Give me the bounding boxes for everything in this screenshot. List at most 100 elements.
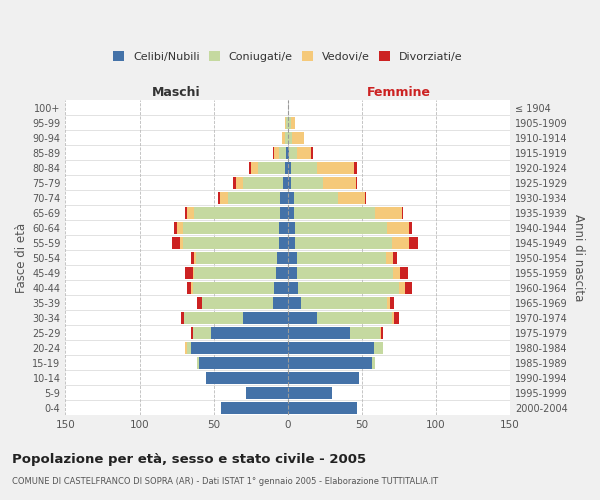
Bar — [181, 312, 184, 324]
Bar — [279, 236, 288, 249]
Bar — [291, 162, 317, 174]
Bar — [187, 342, 191, 354]
Bar — [193, 282, 274, 294]
Bar — [291, 176, 323, 189]
Bar — [292, 132, 304, 144]
Bar — [221, 402, 288, 414]
Bar — [274, 147, 279, 159]
Bar — [311, 147, 313, 159]
Bar — [196, 252, 277, 264]
Bar — [191, 282, 193, 294]
Bar — [179, 236, 182, 249]
Bar — [295, 222, 387, 234]
Bar — [402, 206, 403, 219]
Y-axis label: Anni di nascita: Anni di nascita — [572, 214, 585, 302]
Bar — [249, 162, 251, 174]
Bar — [276, 266, 288, 279]
Bar — [187, 206, 194, 219]
Bar — [288, 147, 289, 159]
Bar — [291, 117, 295, 129]
Bar — [199, 356, 288, 369]
Bar — [273, 147, 274, 159]
Bar — [194, 266, 276, 279]
Bar — [355, 162, 358, 174]
Bar — [285, 162, 288, 174]
Bar — [285, 117, 286, 129]
Y-axis label: Fasce di età: Fasce di età — [15, 222, 28, 293]
Text: Femmine: Femmine — [367, 86, 431, 99]
Legend: Celibi/Nubili, Coniugati/e, Vedovi/e, Divorziati/e: Celibi/Nubili, Coniugati/e, Vedovi/e, Di… — [109, 47, 467, 66]
Bar — [282, 132, 285, 144]
Bar — [233, 176, 236, 189]
Bar — [409, 222, 412, 234]
Bar — [365, 192, 367, 204]
Bar — [193, 266, 194, 279]
Bar — [258, 162, 285, 174]
Bar — [236, 176, 243, 189]
Bar — [185, 266, 193, 279]
Bar — [251, 162, 258, 174]
Text: COMUNE DI CASTELFRANCO DI SOPRA (AR) - Dati ISTAT 1° gennaio 2005 - Elaborazione: COMUNE DI CASTELFRANCO DI SOPRA (AR) - D… — [12, 478, 438, 486]
Bar — [279, 222, 288, 234]
Bar — [390, 296, 394, 309]
Bar — [218, 192, 220, 204]
Bar — [399, 282, 405, 294]
Bar — [392, 236, 409, 249]
Bar — [286, 147, 288, 159]
Bar — [288, 342, 374, 354]
Bar — [338, 192, 365, 204]
Bar — [288, 132, 292, 144]
Bar — [317, 162, 355, 174]
Bar — [202, 296, 273, 309]
Bar — [194, 206, 280, 219]
Bar — [197, 356, 199, 369]
Bar — [293, 206, 375, 219]
Bar — [288, 266, 296, 279]
Bar — [405, 282, 412, 294]
Bar — [288, 386, 332, 399]
Bar — [185, 342, 187, 354]
Bar — [191, 326, 193, 339]
Bar — [296, 147, 311, 159]
Bar — [274, 282, 288, 294]
Bar — [380, 326, 381, 339]
Bar — [246, 386, 288, 399]
Bar — [288, 192, 293, 204]
Bar — [296, 266, 393, 279]
Bar — [387, 222, 409, 234]
Bar — [277, 252, 288, 264]
Bar — [392, 312, 394, 324]
Bar — [374, 342, 383, 354]
Bar — [301, 296, 387, 309]
Bar — [387, 296, 390, 309]
Bar — [400, 266, 408, 279]
Bar — [409, 236, 418, 249]
Bar — [350, 326, 380, 339]
Bar — [173, 222, 176, 234]
Bar — [211, 326, 288, 339]
Bar — [288, 162, 291, 174]
Bar — [182, 222, 279, 234]
Bar — [182, 236, 279, 249]
Bar — [298, 282, 399, 294]
Bar — [187, 282, 191, 294]
Bar — [280, 192, 288, 204]
Bar — [286, 117, 288, 129]
Bar — [197, 296, 202, 309]
Bar — [176, 222, 182, 234]
Bar — [283, 176, 288, 189]
Bar — [293, 192, 338, 204]
Bar — [288, 372, 359, 384]
Bar — [372, 356, 375, 369]
Bar — [288, 402, 358, 414]
Bar — [323, 176, 356, 189]
Bar — [288, 252, 296, 264]
Bar — [184, 312, 243, 324]
Bar — [285, 132, 288, 144]
Bar — [288, 117, 291, 129]
Bar — [289, 147, 296, 159]
Bar — [193, 326, 211, 339]
Bar — [243, 176, 283, 189]
Bar — [356, 176, 358, 189]
Bar — [375, 206, 402, 219]
